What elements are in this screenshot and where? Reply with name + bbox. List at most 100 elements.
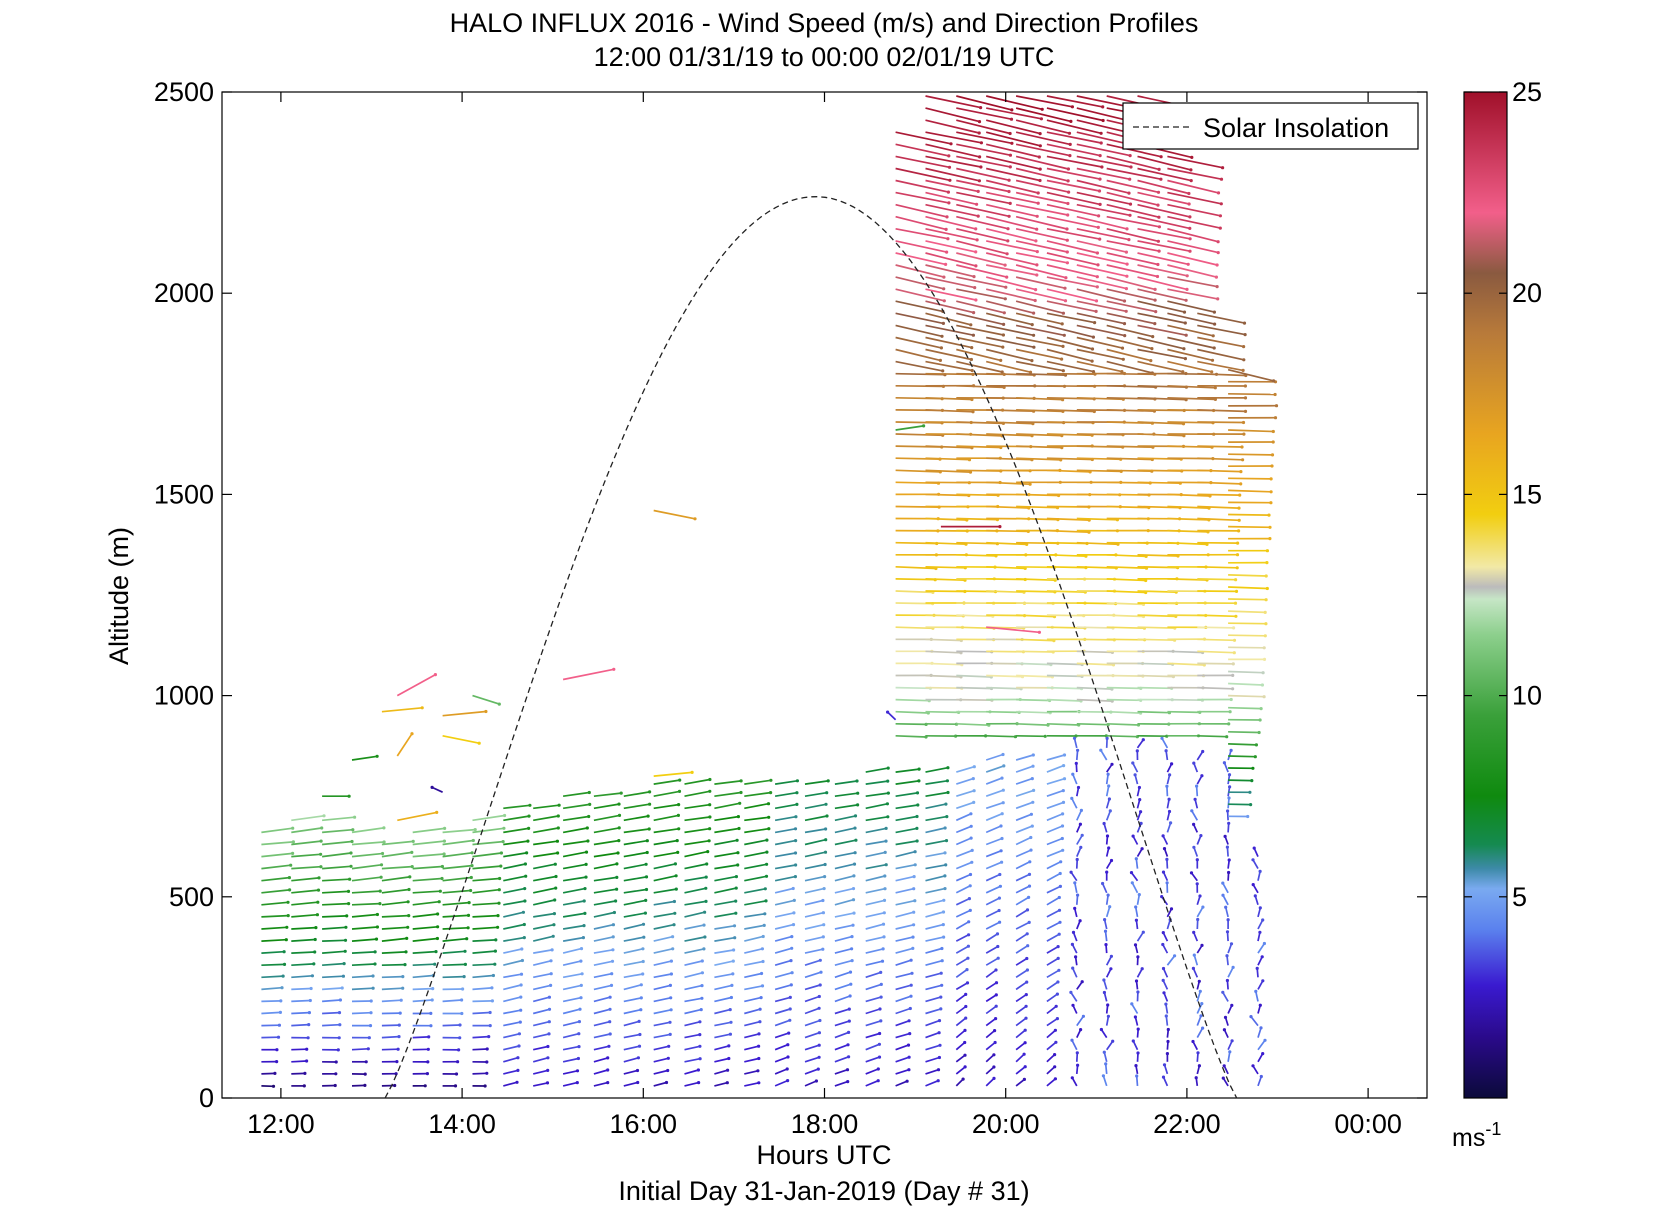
wind-vector: [804, 1056, 820, 1063]
wind-vector-head: [581, 936, 586, 940]
wind-vector: [1167, 155, 1223, 169]
wind-vector: [381, 999, 402, 1003]
wind-vector-head: [1221, 166, 1225, 170]
wind-vector: [1130, 872, 1139, 882]
wind-vector-head: [345, 914, 349, 918]
wind-vector-head: [734, 875, 739, 879]
wind-vector: [1046, 754, 1065, 761]
wind-vector-head: [579, 983, 583, 988]
wind-vector: [653, 996, 671, 1003]
wind-vector-head: [1074, 734, 1078, 738]
x-axis: 12:00 14:00 16:00 18:00 20:00 22:00 00:00: [247, 92, 1402, 1139]
wind-vector-head: [1241, 368, 1245, 372]
wind-vector: [925, 899, 945, 906]
wind-vector: [985, 765, 1005, 773]
wind-vector-head: [1200, 774, 1204, 778]
wind-vector: [1106, 614, 1144, 618]
wind-vector: [1046, 143, 1101, 157]
wind-vector: [956, 324, 1004, 336]
wind-vector-head: [582, 899, 586, 903]
wind-vector: [1015, 849, 1032, 858]
wind-vector: [1076, 227, 1130, 241]
wind-vector: [1076, 847, 1082, 857]
wind-vector: [895, 276, 944, 290]
wind-vector-head: [313, 950, 317, 954]
wind-vector-head: [404, 950, 408, 954]
wind-vector: [925, 779, 948, 785]
wind-vector: [985, 119, 1041, 135]
x-tick-label: 16:00: [610, 1109, 678, 1139]
wind-vector-head: [1168, 773, 1172, 777]
wind-vector-head: [671, 947, 675, 951]
wind-vector-head: [347, 902, 351, 906]
wind-vector-head: [1162, 991, 1166, 995]
wind-vector-head: [373, 962, 377, 966]
wind-vector-head: [587, 790, 591, 795]
wind-vector: [1167, 276, 1218, 288]
wind-vector-head: [769, 791, 773, 795]
wind-vector: [1197, 409, 1246, 413]
wind-vector-head: [460, 998, 464, 1002]
wind-vector-head: [1010, 108, 1014, 112]
wind-vector: [895, 734, 927, 738]
wind-vector: [261, 950, 285, 954]
wind-vector: [351, 1047, 369, 1051]
wind-vector: [1015, 95, 1073, 108]
wind-vector-head: [1188, 215, 1192, 219]
wind-vector-head: [643, 911, 648, 915]
wind-vector: [684, 900, 707, 906]
wind-vector: [412, 925, 438, 930]
wind-vector: [1228, 730, 1260, 734]
wind-vector-head: [1060, 824, 1065, 828]
wind-vector: [1228, 586, 1268, 590]
wind-vector: [895, 1032, 910, 1039]
wind-vector-head: [1241, 420, 1246, 425]
wind-vector: [532, 1056, 549, 1063]
wind-vector-head: [938, 358, 943, 362]
wind-vector-head: [795, 802, 799, 807]
wind-vector-head: [313, 937, 317, 942]
wind-vector: [442, 734, 480, 745]
wind-vector: [1167, 288, 1218, 300]
wind-vector: [865, 948, 884, 954]
wind-vector: [623, 791, 650, 798]
wind-vector-head: [676, 813, 681, 818]
wind-vector: [985, 227, 1037, 242]
wind-vector-head: [347, 794, 351, 798]
wind-vector-head: [706, 850, 710, 854]
wind-vector-head: [493, 962, 497, 966]
wind-vector-head: [1134, 857, 1138, 861]
wind-vector-head: [1102, 1050, 1106, 1054]
wind-vector-head: [1036, 191, 1040, 195]
wind-vector: [895, 288, 945, 302]
wind-vector: [1106, 215, 1160, 228]
wind-vector-head: [577, 1045, 581, 1049]
wind-vector: [533, 923, 555, 930]
wind-vector-head: [669, 972, 674, 976]
wind-vector-head: [1038, 144, 1042, 148]
wind-vector: [322, 1011, 340, 1015]
wind-vector-head: [408, 875, 412, 879]
wind-vector-head: [485, 1060, 489, 1064]
wind-vector: [1104, 1063, 1108, 1074]
wind-vector-head: [672, 899, 677, 904]
wind-vector: [653, 803, 679, 810]
wind-vector: [684, 803, 710, 810]
wind-vector: [1046, 825, 1063, 834]
wind-vector-head: [911, 946, 915, 951]
wind-vector-head: [612, 667, 616, 671]
wind-vector: [1015, 203, 1068, 216]
wind-vector: [895, 312, 944, 325]
wind-vector: [653, 874, 677, 882]
wind-vector-head: [757, 1044, 761, 1048]
wind-vector: [986, 252, 1038, 266]
wind-vector: [744, 863, 767, 870]
wind-vector: [1102, 1075, 1108, 1087]
wind-vector: [925, 95, 981, 109]
wind-vector-head: [1061, 812, 1065, 816]
wind-vector-head: [463, 949, 467, 953]
wind-vector-head: [1201, 749, 1205, 754]
wind-vector-head: [1173, 954, 1177, 958]
wind-vector: [865, 792, 889, 798]
wind-vector-head: [696, 1068, 701, 1072]
